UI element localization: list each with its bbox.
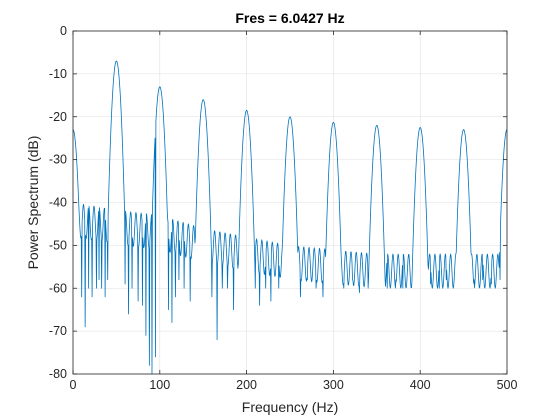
y-tick-label: -40	[49, 196, 67, 210]
y-tick-label: -10	[49, 67, 67, 81]
x-tick-label: 100	[149, 378, 170, 392]
x-axis-label: Frequency (Hz)	[242, 399, 338, 415]
spectrum-line	[72, 60, 508, 375]
y-tick-label: -50	[49, 238, 67, 252]
y-tick-label: -80	[49, 367, 67, 381]
x-tick-label: 200	[236, 378, 257, 392]
x-tick-label: 500	[497, 378, 518, 392]
x-tick-label: 0	[70, 378, 77, 392]
x-tick-label: 400	[410, 378, 431, 392]
tick-marks	[72, 30, 508, 375]
y-axis-label: Power Spectrum (dB)	[25, 136, 41, 270]
series-group	[72, 60, 508, 375]
y-tick-label: -60	[49, 281, 67, 295]
y-tick-label: -30	[49, 153, 67, 167]
y-tick-label: -20	[49, 110, 67, 124]
y-tick-label: -70	[49, 324, 67, 338]
x-tick-labels: 0 100 200 300 400 500	[70, 378, 518, 392]
y-tick-label: 0	[60, 24, 67, 38]
chart-title: Fres = 6.0427 Hz	[235, 10, 344, 26]
x-tick-label: 300	[323, 378, 344, 392]
y-tick-labels: 0 -10 -20 -30 -40 -50 -60 -70 -80	[49, 24, 67, 381]
